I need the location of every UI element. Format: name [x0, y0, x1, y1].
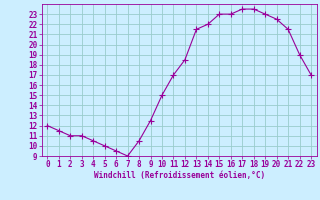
X-axis label: Windchill (Refroidissement éolien,°C): Windchill (Refroidissement éolien,°C): [94, 171, 265, 180]
